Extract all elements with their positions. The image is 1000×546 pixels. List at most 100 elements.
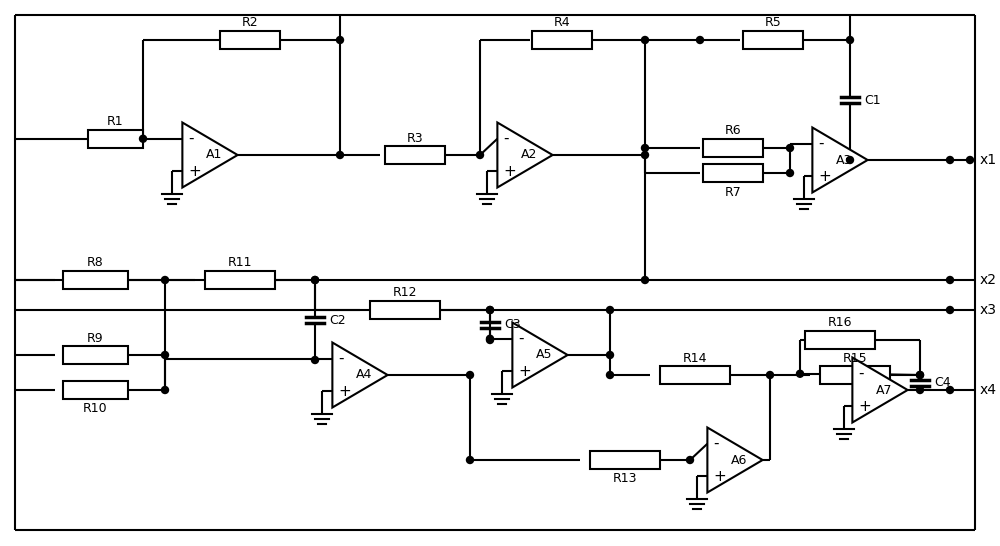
Text: A1: A1: [206, 149, 222, 162]
Circle shape: [336, 151, 344, 158]
Circle shape: [642, 37, 648, 44]
Text: +: +: [858, 399, 871, 414]
Circle shape: [312, 276, 318, 283]
Text: R16: R16: [828, 317, 852, 329]
Text: -: -: [713, 436, 719, 451]
Text: R6: R6: [725, 124, 741, 138]
Polygon shape: [182, 122, 238, 187]
Text: +: +: [188, 164, 201, 179]
Text: C2: C2: [329, 313, 346, 327]
Text: A2: A2: [521, 149, 537, 162]
Text: A7: A7: [876, 383, 892, 396]
Polygon shape: [852, 358, 908, 423]
Circle shape: [946, 276, 954, 283]
Bar: [743, 31, 803, 49]
Circle shape: [946, 157, 954, 163]
Bar: [62, 271, 128, 289]
Text: -: -: [518, 331, 524, 346]
Text: -: -: [858, 366, 864, 381]
Circle shape: [767, 371, 774, 378]
Circle shape: [477, 151, 484, 158]
Circle shape: [916, 371, 924, 378]
Circle shape: [312, 357, 318, 364]
Text: C1: C1: [864, 93, 881, 106]
Bar: [703, 164, 763, 182]
Text: +: +: [503, 164, 516, 179]
Bar: [532, 31, 592, 49]
Text: R5: R5: [765, 16, 781, 29]
Text: -: -: [338, 351, 344, 366]
Circle shape: [486, 306, 494, 313]
Circle shape: [606, 306, 614, 313]
Bar: [590, 451, 660, 469]
Text: R4: R4: [554, 16, 570, 29]
Circle shape: [336, 37, 344, 44]
Text: R15: R15: [843, 352, 867, 365]
Text: x3: x3: [980, 303, 997, 317]
Circle shape: [486, 306, 494, 313]
Bar: [805, 331, 875, 349]
Circle shape: [466, 371, 474, 378]
Text: R2: R2: [242, 16, 258, 29]
Text: A4: A4: [356, 369, 372, 382]
Bar: [62, 381, 128, 399]
Text: A3: A3: [836, 153, 852, 167]
Circle shape: [466, 456, 474, 464]
Text: R11: R11: [228, 257, 252, 270]
Circle shape: [162, 276, 168, 283]
Text: R8: R8: [87, 257, 103, 270]
Circle shape: [606, 352, 614, 359]
Text: R12: R12: [393, 287, 417, 300]
Circle shape: [916, 371, 924, 378]
Text: R9: R9: [87, 331, 103, 345]
Bar: [62, 346, 128, 364]
Circle shape: [686, 456, 694, 464]
Bar: [385, 146, 445, 164]
Circle shape: [916, 387, 924, 394]
Circle shape: [796, 370, 804, 377]
Text: C4: C4: [934, 376, 951, 389]
Bar: [370, 301, 440, 319]
Polygon shape: [332, 342, 388, 407]
Circle shape: [606, 371, 614, 378]
Circle shape: [642, 145, 648, 151]
Text: A5: A5: [536, 348, 552, 361]
Text: +: +: [713, 469, 726, 484]
Bar: [220, 31, 280, 49]
Text: -: -: [818, 136, 824, 151]
Text: R13: R13: [613, 472, 637, 485]
Text: x4: x4: [980, 383, 997, 397]
Circle shape: [486, 335, 494, 342]
Text: -: -: [188, 131, 194, 146]
Circle shape: [786, 169, 794, 176]
Polygon shape: [512, 323, 568, 388]
Text: +: +: [338, 384, 351, 399]
Circle shape: [312, 276, 318, 283]
Bar: [205, 271, 275, 289]
Text: C3: C3: [504, 318, 521, 331]
Text: +: +: [818, 169, 831, 184]
Circle shape: [162, 387, 168, 394]
Circle shape: [846, 157, 854, 163]
Text: R3: R3: [407, 132, 423, 145]
Circle shape: [162, 352, 168, 359]
Text: x2: x2: [980, 273, 997, 287]
Text: x1: x1: [980, 153, 997, 167]
Text: R7: R7: [725, 186, 741, 199]
Bar: [660, 366, 730, 384]
Text: +: +: [518, 364, 531, 379]
Bar: [88, 130, 143, 148]
Text: R10: R10: [83, 402, 107, 416]
Circle shape: [642, 276, 648, 283]
Circle shape: [786, 145, 794, 151]
Text: R1: R1: [107, 115, 123, 128]
Circle shape: [642, 151, 648, 158]
Circle shape: [140, 135, 146, 143]
Bar: [820, 366, 890, 384]
Circle shape: [846, 37, 854, 44]
Circle shape: [486, 336, 494, 343]
Circle shape: [966, 157, 974, 163]
Bar: [703, 139, 763, 157]
Polygon shape: [707, 428, 763, 492]
Text: A6: A6: [731, 454, 747, 466]
